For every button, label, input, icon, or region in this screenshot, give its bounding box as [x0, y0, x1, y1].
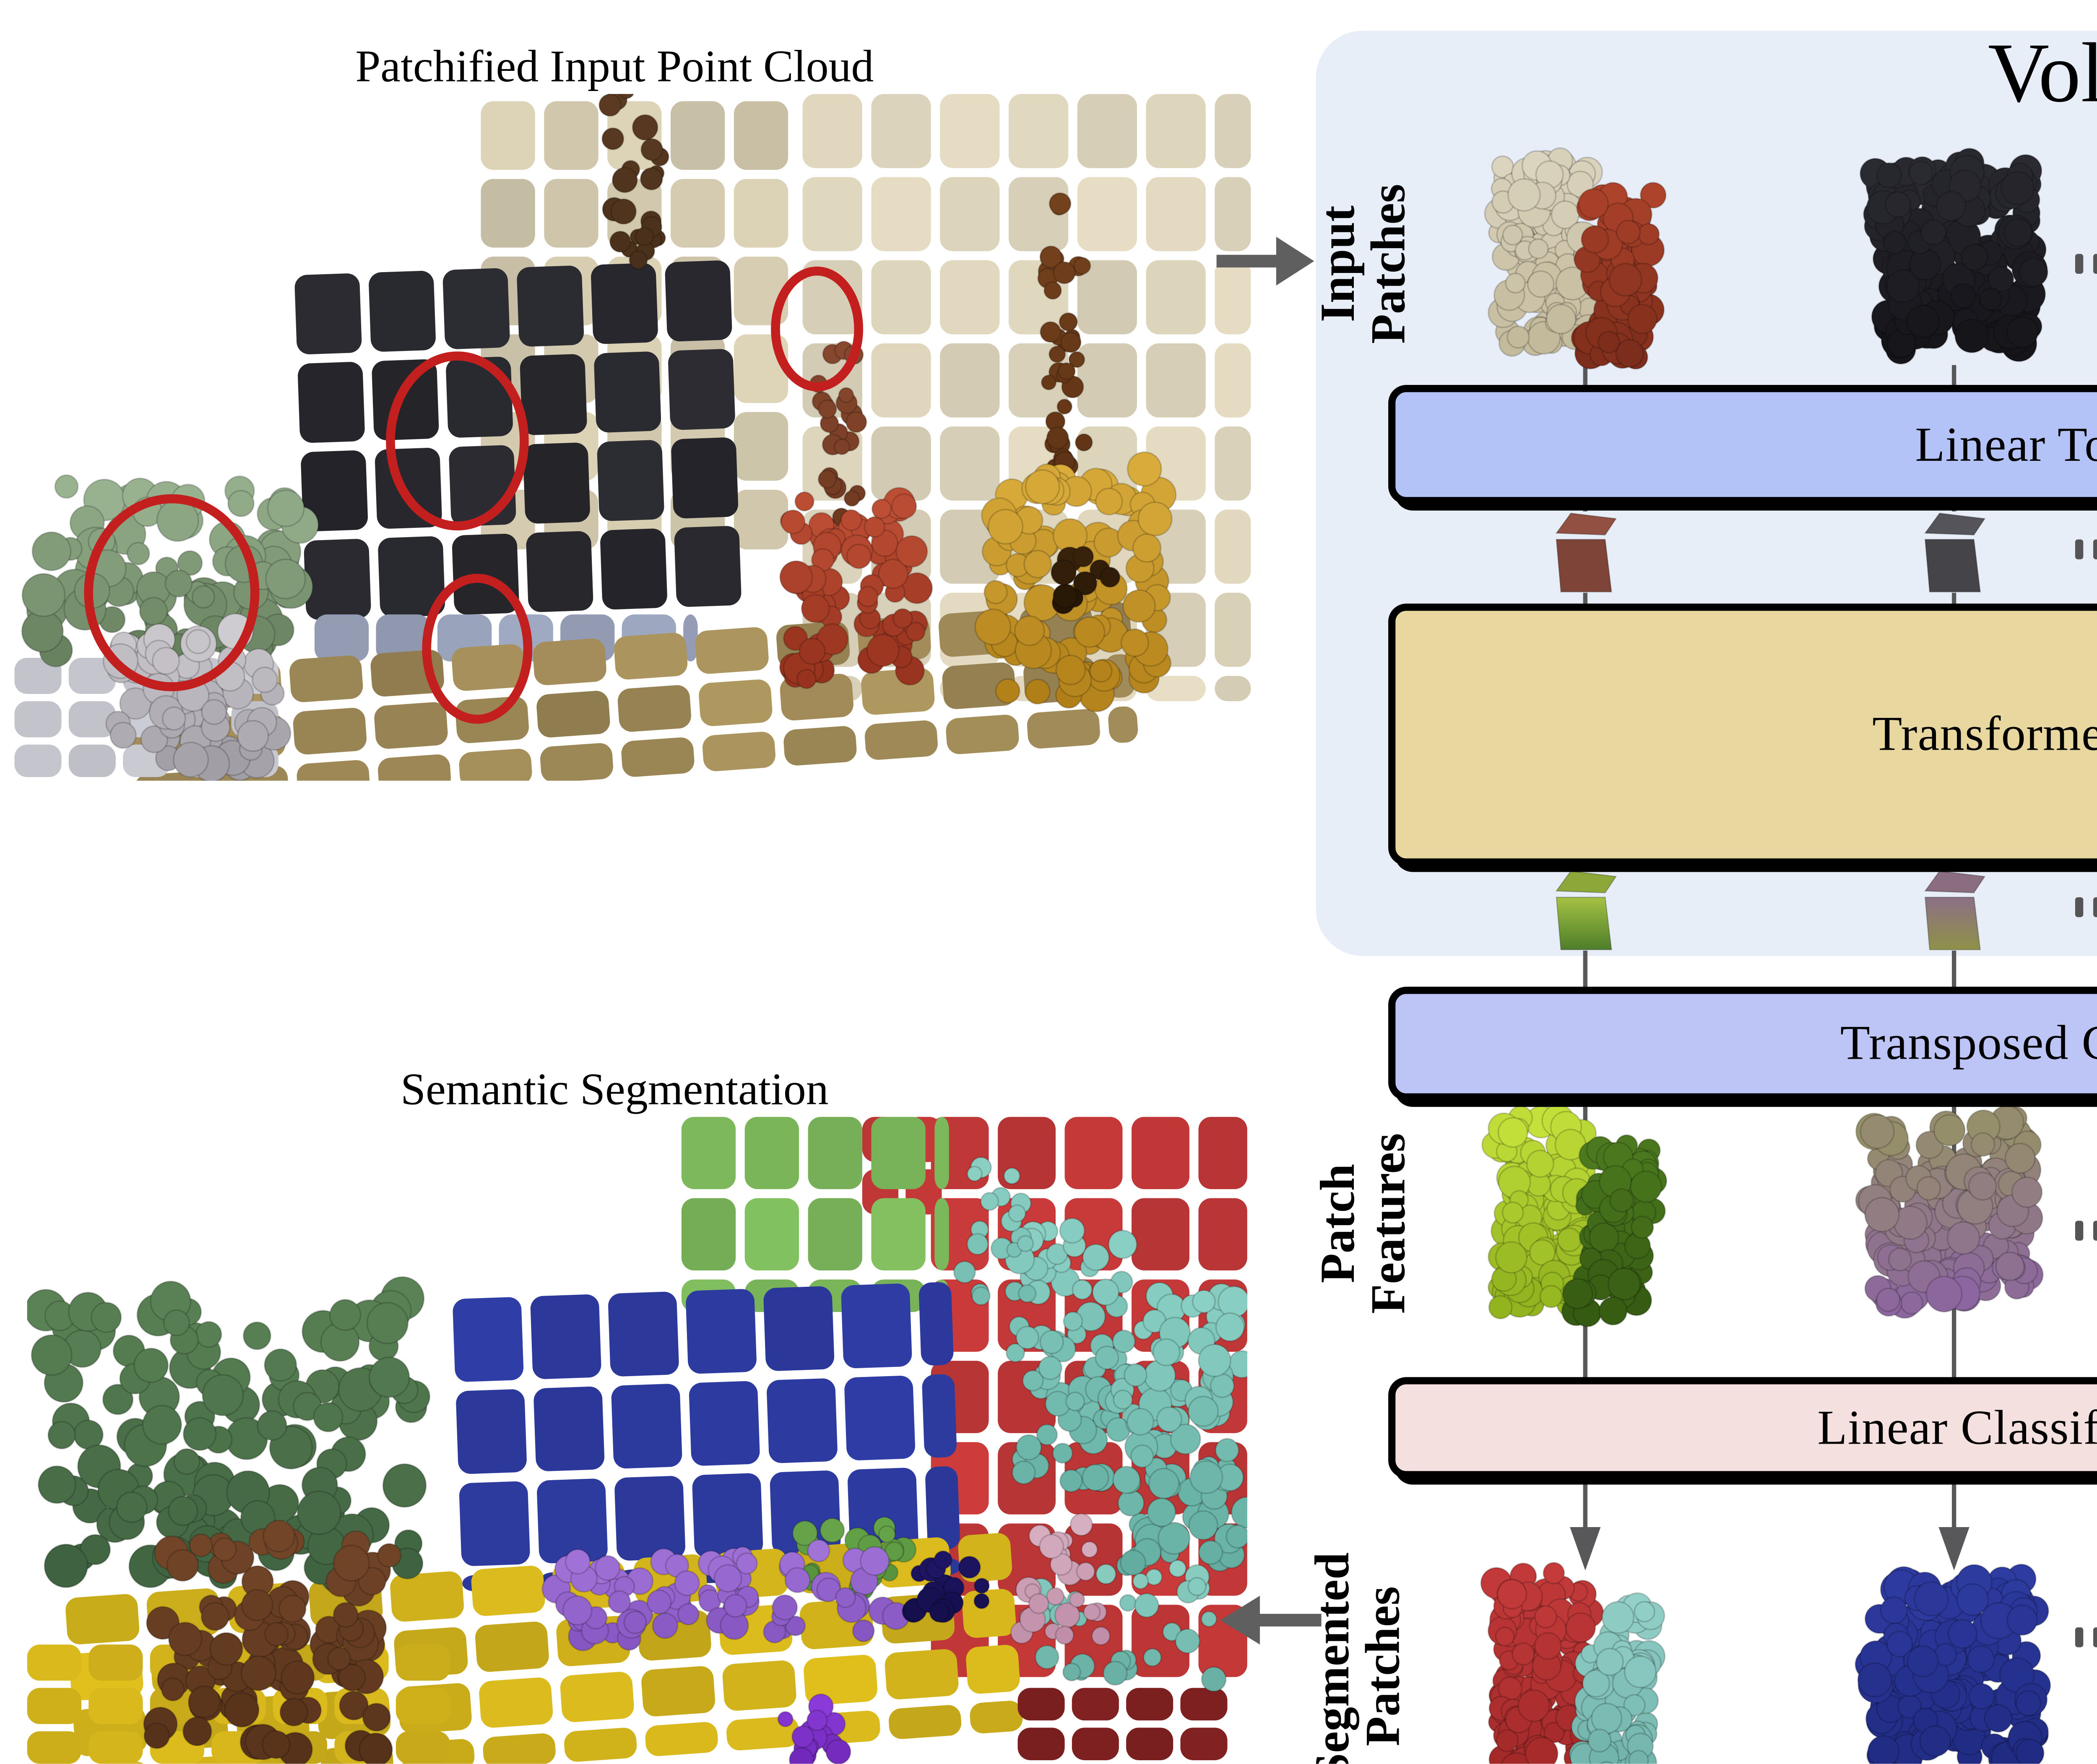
transformer-encoder-box: Transformer Encoder	[1388, 603, 2097, 866]
patch-features-label: Patch Features	[1310, 1133, 1415, 1314]
linear-classification-head-box: Linear Classification Head	[1388, 1377, 2097, 1478]
transformer-encoder-label: Transformer Encoder	[1872, 707, 2097, 761]
linear-classification-head-label: Linear Classification Head	[1817, 1400, 2097, 1454]
semantic-segmentation-title: Semantic Segmentation	[401, 1066, 829, 1115]
patchified-input-title: Patchified Input Point Cloud	[355, 43, 874, 92]
segmented-patches-label: Segmented Patches	[1305, 1552, 1410, 1764]
transposed-convolution-label: Transposed Convolution	[1840, 1016, 2097, 1070]
patchified-point-cloud-image	[14, 94, 1251, 781]
semantic-segmentation-image	[27, 1117, 1247, 1764]
volt-title: Volt	[1988, 27, 2097, 121]
linear-tokenizer-label: Linear Tokenizer	[1915, 416, 2097, 471]
volt-title-text: Volt	[1988, 27, 2097, 121]
linear-tokenizer-box: Linear Tokenizer	[1388, 385, 2097, 504]
input-patches-label: Input Patches	[1310, 184, 1415, 344]
transposed-convolution-box: Transposed Convolution	[1388, 987, 2097, 1101]
